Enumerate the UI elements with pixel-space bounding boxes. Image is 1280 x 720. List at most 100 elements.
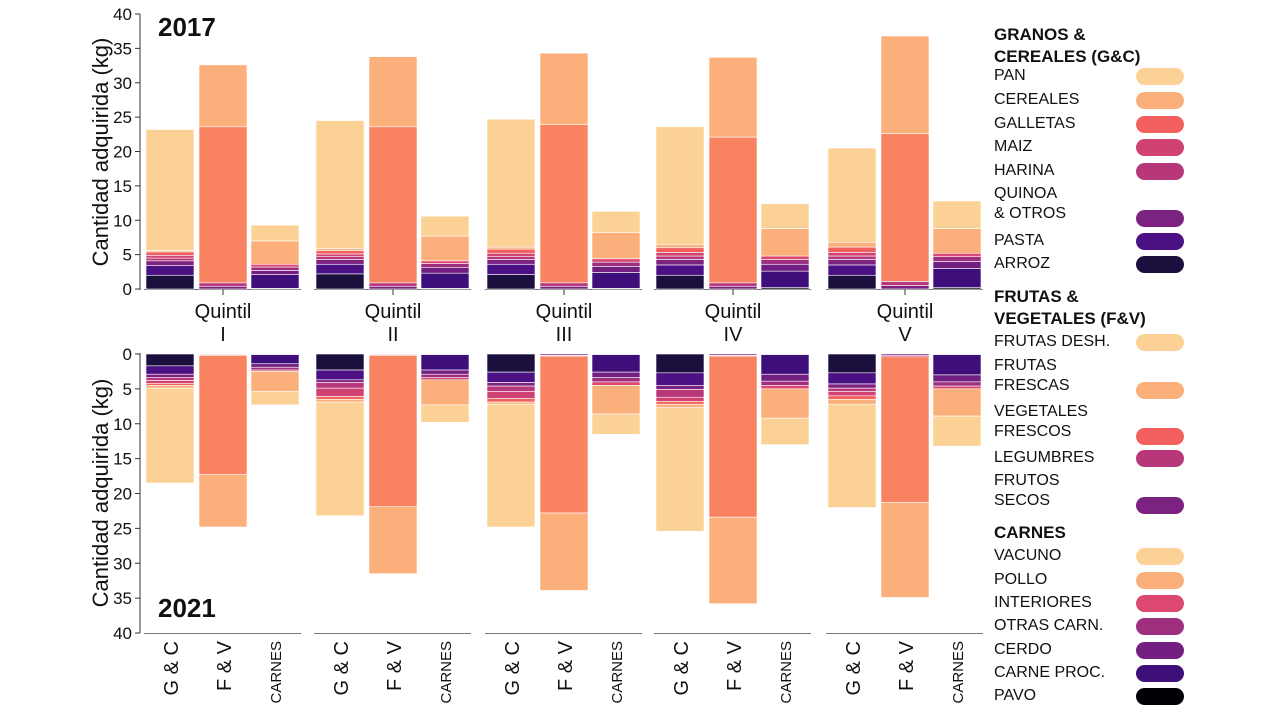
- bar-segment-2021-carnes-pollo: [420, 379, 470, 406]
- bar-segment-2021-gc-pan: [145, 387, 195, 484]
- legend-label: VACUNO: [994, 547, 1062, 564]
- bar-segment-2017-gc-galletas: [315, 250, 365, 255]
- category-label: G & C: [161, 641, 183, 695]
- bar-segment-2021-fv-frutas-frescas: [539, 512, 589, 591]
- legend-label: VEGETALES FRESCOS: [994, 403, 1088, 440]
- bar-segment-2021-gc-quinoa-otros: [315, 379, 365, 383]
- legend-label: FRUTAS DESH.: [994, 333, 1111, 350]
- y-tick-label-2021: 35: [113, 589, 132, 608]
- bar-segment-2017-carnes-otras-carn-: [591, 261, 641, 267]
- bar-segment-2017-gc-galletas: [655, 247, 705, 253]
- bar-segment-2021-gc-arroz: [827, 353, 877, 374]
- bar-segment-2017-gc-pan: [145, 129, 195, 251]
- legend-label: LEGUMBRES: [994, 449, 1095, 466]
- bar-segment-2021-gc-pasta: [655, 372, 705, 386]
- category-label: G & C: [843, 641, 865, 695]
- category-label: CARNES: [268, 641, 285, 704]
- bar-segment-2017-fv-vegetales-frescos: [708, 136, 758, 284]
- bar-segment-2017-fv-frutos-secos: [198, 285, 248, 290]
- bar-segment-2017-carnes-otras-carn-: [420, 263, 470, 268]
- bar-segment-2021-carnes-cerdo: [760, 373, 810, 382]
- bar-segment-2021-carnes-vacuno: [250, 391, 300, 406]
- bar-segment-2017-gc-maiz: [827, 252, 877, 257]
- legend-label: PAN: [994, 67, 1026, 84]
- legend-section-title: CARNES: [994, 523, 1066, 542]
- bar-segment-2021-carnes-cerdo: [932, 374, 982, 383]
- bar-segment-2017-gc-pasta: [315, 263, 365, 275]
- bar-segment-2017-fv-frutos-secos: [708, 285, 758, 290]
- bar-segment-2017-carnes-pollo: [591, 232, 641, 260]
- legend-label: MAIZ: [994, 138, 1033, 155]
- y-tick-label-2017: 30: [113, 74, 132, 93]
- category-label: F & V: [555, 640, 577, 691]
- bar-segment-2021-fv-vegetales-frescos: [708, 355, 758, 518]
- y-tick-label-2017: 35: [113, 39, 132, 58]
- bar-segment-2017-fv-vegetales-frescos: [539, 124, 589, 284]
- bar-segment-2017-gc-maiz: [315, 253, 365, 257]
- bar-segment-2021-carnes-cerdo: [250, 363, 300, 368]
- bar-segment-2021-carnes-carne-proc-: [420, 354, 470, 371]
- y-tick-label-2017: 10: [113, 211, 132, 230]
- bar-segment-2021-gc-arroz: [655, 353, 705, 374]
- bar-segment-2021-carnes-pollo: [760, 388, 810, 419]
- category-label: F & V: [384, 640, 406, 691]
- bar-segment-2021-gc-maiz: [655, 396, 705, 402]
- bar-segment-2021-fv-frutas-frescas: [880, 502, 930, 598]
- panel-year-2021: 2021: [158, 593, 216, 623]
- bar-segment-2017-gc-cereales: [655, 244, 705, 249]
- bar-segment-2021-gc-maiz: [145, 380, 195, 384]
- stacked-bar-chart: 00551010151520202525303035354040Cantidad…: [88, 5, 983, 704]
- bar-segment-2017-carnes-pollo: [250, 240, 300, 265]
- legend-label: PAVO: [994, 687, 1037, 704]
- legend-section-title: FRUTAS & VEGETALES (F&V): [994, 287, 1146, 328]
- y-tick-label-2017: 5: [123, 246, 132, 265]
- bar-segment-2017-carnes-cerdo: [760, 263, 810, 272]
- legend-label: FRUTOS SECOS: [994, 472, 1060, 509]
- legend-label: CERDO: [994, 641, 1052, 658]
- bar-segment-2017-fv-frutos-secos: [368, 285, 418, 290]
- legend-swatch: [1136, 665, 1184, 682]
- category-label: F & V: [896, 640, 918, 691]
- bar-segment-2017-carnes-interiores: [591, 258, 641, 263]
- bar-segment-2021-fv-frutas-frescas: [368, 506, 418, 575]
- group-numeral: I: [220, 324, 226, 346]
- bar-segment-2021-fv-vegetales-frescos: [198, 355, 248, 475]
- bar-segment-2017-gc-pan: [655, 126, 705, 245]
- bar-segment-2017-carnes-interiores: [420, 260, 470, 264]
- bar-segment-2017-carnes-interiores: [250, 263, 300, 268]
- bar-segment-2017-carnes-otras-carn-: [932, 256, 982, 262]
- bar-segment-2021-gc-maiz: [827, 391, 877, 397]
- bar-segment-2017-gc-arroz: [315, 273, 365, 290]
- bar-segment-2017-fv-legumbres: [368, 282, 418, 287]
- bar-segment-2017-carnes-carne-proc-: [591, 272, 641, 289]
- bar-segment-2021-carnes-cerdo: [420, 369, 470, 375]
- bar-segment-2017-gc-arroz: [486, 274, 536, 290]
- bar-segment-2017-fv-vegetales-frescos: [368, 126, 418, 284]
- legend-swatch: [1136, 572, 1184, 589]
- group-label: Quintil: [705, 301, 762, 323]
- category-label: CARNES: [438, 641, 455, 704]
- bar-segment-2021-gc-galletas: [145, 382, 195, 386]
- bar-segment-2017-carnes-vacuno: [760, 203, 810, 229]
- bar-segment-2017-gc-maiz: [145, 255, 195, 259]
- legend-label: POLLO: [994, 571, 1048, 588]
- bar-segment-2017-gc-pasta: [827, 264, 877, 276]
- group-label: Quintil: [536, 301, 593, 323]
- bar-segment-2017-gc-arroz: [655, 274, 705, 290]
- bar-segment-2017-carnes-vacuno: [420, 215, 470, 237]
- bar-segment-2021-gc-maiz: [315, 387, 365, 397]
- bar-segment-2021-gc-maiz: [486, 391, 536, 399]
- bar-segment-2021-carnes-vacuno: [932, 415, 982, 447]
- bar-segment-2017-gc-arroz: [145, 274, 195, 290]
- bar-segment-2021-carnes-vacuno: [760, 417, 810, 445]
- bar-segment-2017-gc-quinoa-otros: [655, 259, 705, 266]
- bar-segment-2021-fv-frutas-frescas: [708, 516, 758, 605]
- bar-segment-2017-gc-harina: [827, 255, 877, 260]
- legend-swatch: [1136, 210, 1184, 227]
- bar-segment-2017-carnes-vacuno: [932, 200, 982, 229]
- legend-label: FRUTAS FRESCAS: [994, 357, 1070, 394]
- bar-segment-2021-carnes-interiores: [932, 385, 982, 390]
- legend-label: PASTA: [994, 232, 1045, 249]
- category-label: F & V: [214, 640, 236, 691]
- legend-swatch: [1136, 116, 1184, 133]
